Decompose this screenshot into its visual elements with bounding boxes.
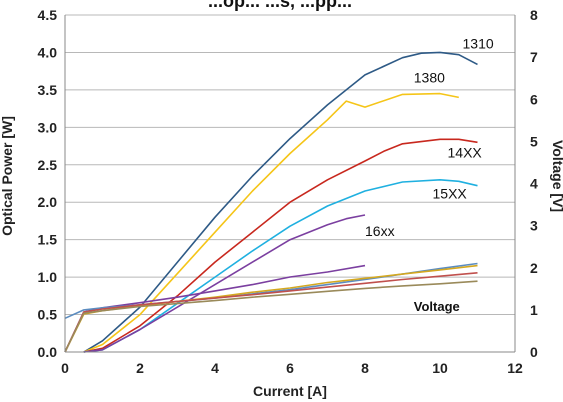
series-line-15xx	[83, 179, 478, 353]
y-tick-label: 3.5	[38, 82, 58, 98]
x-tick-label: 8	[361, 360, 369, 376]
y2-tick-label: 3	[530, 218, 538, 234]
series-lines	[64, 51, 478, 353]
annotation-label: Voltage	[414, 299, 460, 314]
x-tick-label: 4	[211, 360, 219, 376]
series-line-voltage-8	[64, 272, 478, 353]
y-tick-label: 2.0	[38, 194, 58, 210]
y2-axis-label: Voltage [V]	[550, 140, 563, 212]
x-tick-label: 12	[507, 360, 523, 376]
y2-tick-label: 8	[530, 7, 538, 23]
series-line-voltage-9	[64, 280, 478, 353]
annotation-label: 1310	[463, 36, 494, 52]
y2-tick-label: 4	[530, 176, 538, 192]
y-tick-label: 4.0	[38, 44, 58, 60]
annotation-label: 15XX	[433, 185, 468, 201]
y-axis-label: Optical Power [W]	[0, 116, 15, 236]
y2-tick-label: 2	[530, 260, 538, 276]
x-tick-label: 0	[61, 360, 69, 376]
x-axis-label: Current [A]	[253, 383, 327, 399]
tick-labels: 0 2 4 6 8 10 120.00.51.01.52.02.53.03.54.04.50…	[38, 7, 538, 376]
y2-tick-label: 6	[530, 91, 538, 107]
series-line-1310	[83, 51, 478, 353]
x-tick-label: 2	[136, 360, 144, 376]
y2-tick-label: 7	[530, 49, 538, 65]
annotations: 1310 1380 14XX 15XX 16xx Voltage	[365, 36, 494, 314]
y2-tick-label: 0	[530, 344, 538, 360]
y-tick-label: 4.5	[38, 7, 58, 23]
y-tick-label: 0.0	[38, 344, 58, 360]
y-tick-label: 0.5	[38, 307, 58, 323]
y-tick-label: 3.0	[38, 119, 58, 135]
y-tick-label: 1.5	[38, 232, 58, 248]
series-line-16xx	[83, 214, 366, 353]
y2-tick-label: 1	[530, 302, 538, 318]
chart-title: ...op... ...s, ...pp...	[208, 0, 352, 11]
axes	[64, 15, 516, 353]
annotation-label: 16xx	[365, 223, 395, 239]
y2-tick-label: 5	[530, 133, 538, 149]
series-line-1380	[83, 92, 459, 353]
x-tick-label: 6	[286, 360, 294, 376]
series-line-14xx	[83, 138, 478, 353]
annotation-label: 1380	[414, 69, 445, 85]
x-tick-label: 10	[432, 360, 448, 376]
y-tick-label: 2.5	[38, 157, 58, 173]
annotation-label: 14XX	[448, 144, 483, 160]
y-tick-label: 1.0	[38, 269, 58, 285]
